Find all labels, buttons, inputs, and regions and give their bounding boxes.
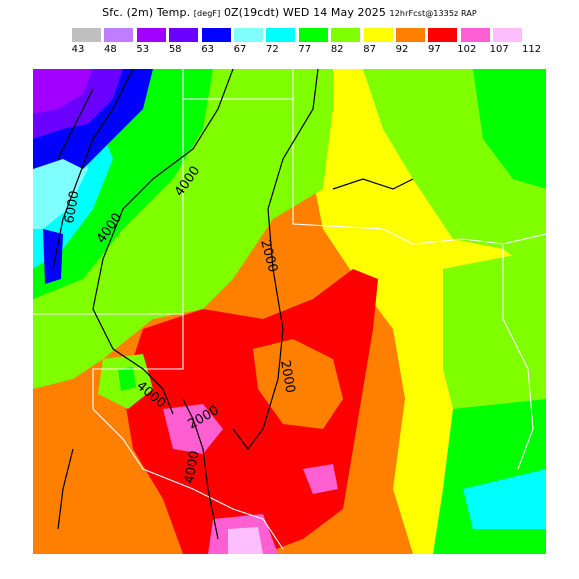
legend-tick-label: 58 [168,44,182,55]
contour-label-2000-b: 2000 [277,359,298,394]
temp-band-72 [463,469,546,529]
legend-swatch [298,28,328,42]
map-canvas: 6000 4000 4000 2000 2000 4000 2000 4000 [33,69,546,554]
title-prefix: Sfc. (2m) Temp. [102,6,191,19]
temp-band-63-pocket [43,229,63,284]
legend-swatch [72,28,101,42]
temp-band-92-inner [253,339,343,429]
legend-tick-label: 112 [522,44,542,55]
temp-band-102 [163,404,223,454]
temp-band-107 [228,527,263,554]
legend-tick-label: 67 [233,44,247,55]
temperature-map: 6000 4000 4000 2000 2000 4000 2000 4000 [33,69,546,554]
temp-band-77-ne [473,69,546,189]
legend-tick-label: 92 [395,44,409,55]
legend-tick-label: 43 [71,44,85,55]
legend-swatch [136,28,166,42]
title-run: 12hrFcst@1335z RAP [389,9,477,18]
title-valid: 0Z(19cdt) [223,6,280,19]
title-date: WED 14 May 2025 [282,6,386,19]
title-units: [degF] [193,9,221,18]
contour-label-4000-d: 4000 [182,449,203,484]
legend-tick-label: 107 [489,44,509,55]
legend-tick-label: 97 [428,44,441,55]
legend-swatch [460,28,490,42]
legend-swatch [396,28,425,42]
temp-band-53 [33,69,93,114]
legend-swatch [331,28,361,42]
map-title: Sfc. (2m) Temp. [degF] 0Z(19cdt) WED 14 … [0,6,579,19]
legend-swatch [104,28,134,42]
legend-swatch [201,28,231,42]
legend-tick-label: 72 [266,44,279,55]
legend-tick-label: 82 [330,44,344,55]
legend-swatch [169,28,199,42]
legend-swatch [493,28,523,42]
legend-tick-label: 63 [201,44,214,55]
contour-label-6000: 6000 [62,189,83,224]
legend-swatch [428,28,458,42]
temp-band-102-east [303,464,338,494]
legend-swatch [234,28,263,42]
legend-tick-label: 53 [136,44,150,55]
temp-band-92-west [33,389,113,554]
legend-tick-label: 48 [104,44,117,55]
legend-tick-label: 87 [363,44,376,55]
legend-tick-label: 77 [298,44,312,55]
elevation-contours [52,69,414,540]
legend-tick-label: 102 [457,44,477,55]
state-borders [33,69,546,550]
legend-swatch [363,28,393,42]
temp-band-77-pocket [118,367,136,391]
legend-swatch [266,28,296,42]
color-legend: 43 48 53 58 63 67 72 77 82 87 92 97 102 107 112 [71,28,541,56]
